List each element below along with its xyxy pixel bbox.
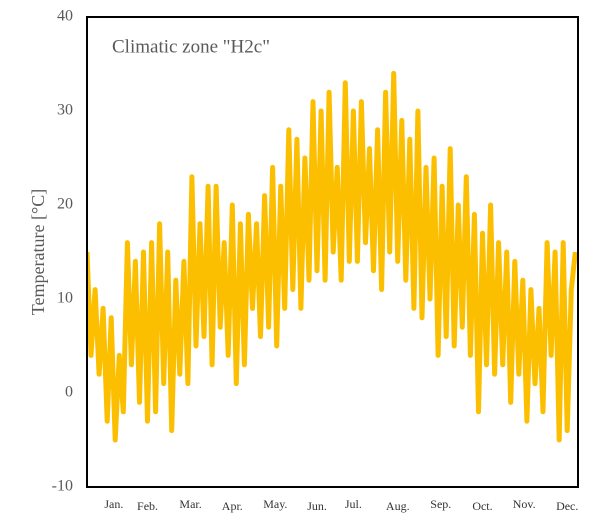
x-tick-label: Jun. [307, 499, 327, 513]
y-tick-label: 10 [57, 290, 73, 307]
x-tick-label: Nov. [513, 497, 536, 511]
temperature-line [87, 70, 578, 443]
x-tick-label: Sep. [430, 497, 451, 511]
x-tick-label: Mar. [179, 497, 201, 511]
x-tick-label: May. [263, 497, 287, 511]
x-tick-label: Oct. [472, 499, 492, 513]
x-tick-label: Feb. [137, 499, 158, 513]
x-tick-label: Apr. [222, 499, 243, 513]
y-tick-label: -10 [52, 478, 73, 495]
x-tick-label: Jul. [345, 497, 362, 511]
y-tick-label: 30 [57, 102, 73, 119]
y-tick-label: 20 [57, 196, 73, 213]
y-tick-label: 0 [65, 384, 73, 401]
plot-frame [86, 16, 579, 488]
x-tick-label: Dec. [556, 499, 578, 513]
y-tick-label: 40 [57, 8, 73, 25]
x-tick-label: Aug. [386, 499, 410, 513]
y-axis-label: Temperature [°C] [28, 189, 48, 315]
annotation: Climatic zone "H2c" [112, 36, 270, 57]
x-tick-label: Jan. [104, 497, 123, 511]
